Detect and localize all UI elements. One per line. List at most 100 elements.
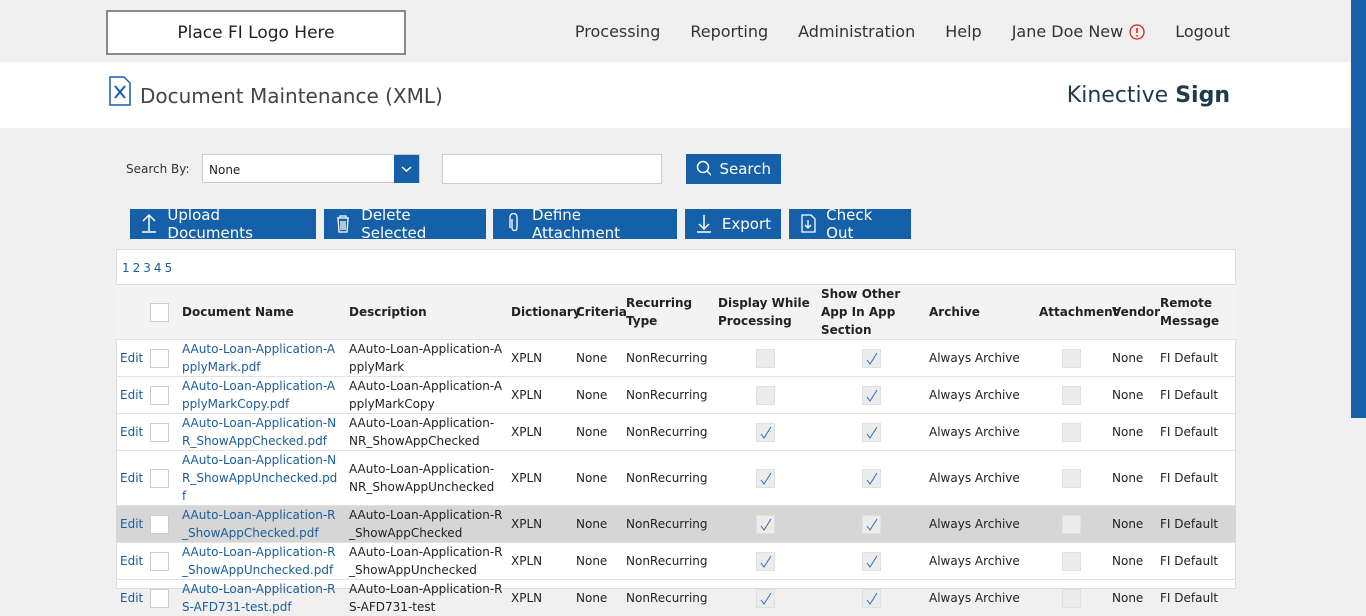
row-checkbox[interactable] bbox=[150, 515, 169, 534]
action-button[interactable]: Upload Documents bbox=[130, 209, 316, 239]
nav-item[interactable]: Processing bbox=[575, 22, 660, 41]
document-name[interactable]: AAuto-Loan-Application-R_ShowAppUnchecke… bbox=[178, 543, 345, 580]
document-name[interactable]: AAuto-Loan-Application-ApplyMark.pdf bbox=[178, 340, 345, 377]
dictionary: XPLN bbox=[507, 340, 572, 377]
page: Place FI Logo Here Processing Reporting Ad… bbox=[0, 0, 1366, 581]
attachment-cell bbox=[1035, 506, 1108, 543]
display-cell bbox=[714, 340, 817, 377]
row-checkbox[interactable] bbox=[150, 469, 169, 488]
edit-link[interactable]: Edit bbox=[116, 580, 146, 616]
display-checkbox bbox=[756, 552, 775, 571]
nav-item[interactable]: Administration bbox=[798, 22, 915, 41]
page-link[interactable]: 2 bbox=[133, 261, 141, 275]
attachment-cell bbox=[1035, 340, 1108, 377]
search-select[interactable]: None bbox=[202, 154, 420, 183]
edit-link[interactable]: Edit bbox=[116, 414, 146, 451]
row-checkbox[interactable] bbox=[150, 423, 169, 442]
header-cell: Criteria bbox=[572, 285, 622, 340]
document-name[interactable]: AAuto-Loan-Application-ApplyMarkCopy.pdf bbox=[178, 377, 345, 414]
search-label: Search By: bbox=[126, 162, 190, 176]
header-cell: Remote Message bbox=[1156, 285, 1236, 340]
action-button[interactable]: Check Out bbox=[789, 209, 911, 239]
show-cell bbox=[817, 377, 925, 414]
action-icon bbox=[140, 213, 159, 235]
edit-link[interactable]: Edit bbox=[116, 451, 146, 506]
nav-item[interactable]: Help bbox=[945, 22, 981, 41]
action-icon bbox=[799, 213, 818, 235]
dropdown-arrow[interactable] bbox=[394, 155, 419, 183]
page-link[interactable]: 1 bbox=[122, 261, 130, 275]
vendor: None bbox=[1108, 543, 1156, 580]
action-icon bbox=[695, 213, 714, 235]
edit-link[interactable]: Edit bbox=[116, 543, 146, 580]
scrollbar[interactable] bbox=[1351, 0, 1366, 418]
header-cell: Archive bbox=[925, 285, 1035, 340]
edit-link[interactable]: Edit bbox=[116, 506, 146, 543]
recurring-type: NonRecurring bbox=[622, 414, 714, 451]
attachment-checkbox bbox=[1062, 589, 1081, 608]
edit-link[interactable]: Edit bbox=[116, 340, 146, 377]
edit-link[interactable]: Edit bbox=[116, 377, 146, 414]
page-link[interactable]: 3 bbox=[143, 261, 151, 275]
header-cell bbox=[146, 285, 178, 340]
page-title: Document Maintenance (XML) bbox=[140, 84, 443, 108]
archive: Always Archive bbox=[925, 506, 1035, 543]
display-cell bbox=[714, 506, 817, 543]
recurring-type: NonRecurring bbox=[622, 377, 714, 414]
logo: Place FI Logo Here bbox=[106, 10, 406, 55]
search-input[interactable] bbox=[442, 154, 662, 184]
nav-item[interactable]: Logout bbox=[1175, 22, 1230, 41]
brand-bold: Sign bbox=[1175, 83, 1230, 108]
table-row: Edit AAuto-Loan-Application-R_ShowAppUnch… bbox=[116, 543, 1236, 580]
nav-item[interactable]: Reporting bbox=[690, 22, 768, 41]
page-link[interactable]: 5 bbox=[165, 261, 173, 275]
row-checkbox[interactable] bbox=[150, 349, 169, 368]
action-label: Delete Selected bbox=[361, 206, 476, 242]
document-name[interactable]: AAuto-Loan-Application-RS-AFD731-test.pd… bbox=[178, 580, 345, 616]
row-checkbox[interactable] bbox=[150, 589, 169, 608]
description: AAuto-Loan-Application-ApplyMarkCopy bbox=[345, 377, 507, 414]
show-cell bbox=[817, 543, 925, 580]
row-select-cell bbox=[146, 340, 178, 377]
description: AAuto-Loan-Application-R_ShowAppUnchecke… bbox=[345, 543, 507, 580]
select-value: None bbox=[209, 163, 240, 177]
header-cell: Recurring Type bbox=[622, 285, 714, 340]
top-bar: Place FI Logo Here Processing Reporting Ad… bbox=[0, 0, 1366, 62]
display-cell bbox=[714, 377, 817, 414]
row-checkbox[interactable] bbox=[150, 386, 169, 405]
vendor: None bbox=[1108, 451, 1156, 506]
table-row: Edit AAuto-Loan-Application-R_ShowAppChec… bbox=[116, 506, 1236, 543]
row-select-cell bbox=[146, 451, 178, 506]
title-band: Document Maintenance (XML) Kinective Sig… bbox=[0, 62, 1350, 128]
show-checkbox bbox=[862, 423, 881, 442]
page-link[interactable]: 4 bbox=[154, 261, 162, 275]
table-row: Edit AAuto-Loan-Application-RS-AFD731-tes… bbox=[116, 580, 1236, 616]
show-checkbox bbox=[862, 552, 881, 571]
action-button[interactable]: Delete Selected bbox=[324, 209, 486, 239]
nav-label: Logout bbox=[1175, 22, 1230, 41]
action-label: Upload Documents bbox=[167, 206, 306, 242]
document-name[interactable]: AAuto-Loan-Application-NR_ShowAppUncheck… bbox=[178, 451, 345, 506]
nav-label: Processing bbox=[575, 22, 660, 41]
dictionary: XPLN bbox=[507, 580, 572, 616]
attachment-cell bbox=[1035, 543, 1108, 580]
action-label: Export bbox=[722, 215, 771, 233]
action-button[interactable]: Export bbox=[685, 209, 781, 239]
dictionary: XPLN bbox=[507, 543, 572, 580]
alert-icon bbox=[1129, 24, 1145, 40]
show-cell bbox=[817, 340, 925, 377]
row-checkbox[interactable] bbox=[150, 552, 169, 571]
document-name[interactable]: AAuto-Loan-Application-R_ShowAppChecked.… bbox=[178, 506, 345, 543]
document-name[interactable]: AAuto-Loan-Application-NR_ShowAppChecked… bbox=[178, 414, 345, 451]
show-checkbox bbox=[862, 515, 881, 534]
attachment-checkbox bbox=[1062, 515, 1081, 534]
row-select-cell bbox=[146, 543, 178, 580]
search-button[interactable]: Search bbox=[686, 154, 781, 184]
action-button[interactable]: Define Attachment bbox=[493, 209, 677, 239]
header-cell: Display While Processing bbox=[714, 285, 817, 340]
nav-item[interactable]: Jane Doe New bbox=[1012, 22, 1146, 41]
select-all-checkbox[interactable] bbox=[150, 303, 169, 322]
show-checkbox bbox=[862, 386, 881, 405]
